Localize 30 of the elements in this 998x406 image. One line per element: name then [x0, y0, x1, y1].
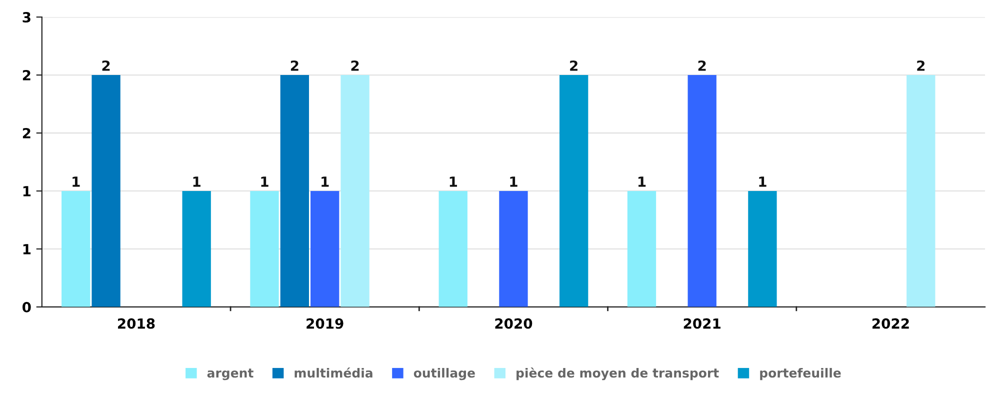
- legend-label: multimédia: [294, 367, 372, 378]
- x-tick-label: 2021: [684, 318, 720, 329]
- y-tick-label: 1: [23, 244, 31, 254]
- y-tick-label: 0: [22, 302, 31, 312]
- data-label: 2: [698, 60, 706, 71]
- data-label: 2: [102, 60, 110, 71]
- y-tick-label: 2: [22, 128, 30, 138]
- data-label: 2: [917, 60, 925, 71]
- legend-label: argent: [207, 368, 254, 380]
- y-tick-label: 2: [22, 70, 30, 80]
- data-label: 1: [261, 176, 268, 187]
- data-label: 1: [450, 176, 457, 187]
- data-label: 1: [510, 176, 518, 187]
- data-label: 1: [72, 176, 80, 187]
- x-tick-label: 2019: [306, 318, 344, 329]
- data-label: 2: [570, 60, 578, 71]
- data-label: 1: [759, 176, 766, 187]
- data-label: 2: [351, 60, 359, 71]
- x-tick-label: 2018: [118, 318, 155, 329]
- x-tick-label: 2022: [872, 318, 909, 329]
- y-tick-label: 3: [22, 12, 30, 23]
- x-tick-label: 2020: [495, 318, 532, 329]
- legend-label: outillage: [414, 368, 475, 380]
- data-label: 2: [290, 60, 298, 71]
- legend-label: portefeuille: [760, 368, 841, 380]
- y-tick-label: 1: [23, 186, 31, 196]
- data-label: 1: [322, 176, 329, 187]
- data-label: 1: [193, 176, 200, 187]
- data-label: 1: [638, 176, 646, 187]
- legend-label: pièce de moyen de transport: [516, 367, 719, 380]
